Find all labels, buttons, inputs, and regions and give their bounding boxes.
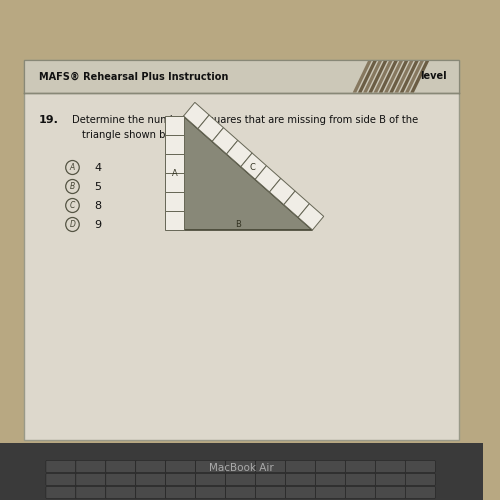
FancyBboxPatch shape	[196, 474, 226, 486]
FancyBboxPatch shape	[286, 474, 316, 486]
Polygon shape	[384, 60, 404, 92]
Text: C: C	[250, 164, 256, 172]
Polygon shape	[241, 153, 266, 180]
Text: A: A	[172, 168, 177, 177]
FancyBboxPatch shape	[346, 460, 376, 472]
FancyBboxPatch shape	[406, 486, 436, 498]
Polygon shape	[363, 60, 382, 92]
Polygon shape	[358, 60, 378, 92]
FancyBboxPatch shape	[106, 460, 136, 472]
Polygon shape	[374, 60, 393, 92]
FancyBboxPatch shape	[136, 486, 166, 498]
Bar	[24, 60, 459, 92]
FancyBboxPatch shape	[196, 460, 226, 472]
FancyBboxPatch shape	[256, 474, 286, 486]
Polygon shape	[298, 204, 324, 230]
Polygon shape	[198, 115, 224, 141]
FancyBboxPatch shape	[376, 474, 406, 486]
Bar	[165, 135, 184, 154]
FancyBboxPatch shape	[226, 486, 256, 498]
Text: MAFS® Rehearsal Plus Instruction: MAFS® Rehearsal Plus Instruction	[38, 72, 228, 82]
Polygon shape	[394, 60, 414, 92]
Text: triangle shown below.: triangle shown below.	[82, 130, 191, 140]
FancyBboxPatch shape	[136, 460, 166, 472]
Polygon shape	[368, 60, 388, 92]
Bar	[165, 173, 184, 192]
FancyBboxPatch shape	[76, 474, 106, 486]
FancyBboxPatch shape	[46, 460, 76, 472]
Text: 8: 8	[94, 200, 102, 210]
FancyBboxPatch shape	[346, 474, 376, 486]
Text: 9: 9	[94, 220, 102, 230]
FancyBboxPatch shape	[316, 486, 346, 498]
FancyBboxPatch shape	[376, 460, 406, 472]
FancyBboxPatch shape	[286, 460, 316, 472]
Polygon shape	[410, 60, 430, 92]
Polygon shape	[400, 60, 419, 92]
FancyBboxPatch shape	[346, 486, 376, 498]
FancyBboxPatch shape	[376, 486, 406, 498]
Polygon shape	[184, 102, 209, 128]
Bar	[24, 60, 459, 440]
FancyBboxPatch shape	[226, 460, 256, 472]
Text: C: C	[70, 201, 75, 210]
FancyBboxPatch shape	[256, 486, 286, 498]
FancyBboxPatch shape	[316, 474, 346, 486]
Text: A: A	[70, 163, 75, 172]
FancyBboxPatch shape	[166, 460, 196, 472]
Polygon shape	[212, 128, 238, 154]
Text: 19.: 19.	[38, 115, 58, 125]
Text: Determine the number of squares that are missing from side B of the: Determine the number of squares that are…	[72, 115, 418, 125]
FancyBboxPatch shape	[166, 486, 196, 498]
Text: B: B	[235, 220, 240, 229]
Polygon shape	[184, 116, 312, 230]
Text: 4: 4	[94, 162, 102, 172]
Polygon shape	[390, 60, 408, 92]
FancyBboxPatch shape	[316, 460, 346, 472]
Bar	[165, 116, 184, 135]
FancyBboxPatch shape	[166, 474, 196, 486]
FancyBboxPatch shape	[76, 486, 106, 498]
FancyBboxPatch shape	[256, 460, 286, 472]
Text: B: B	[70, 182, 75, 191]
FancyBboxPatch shape	[226, 474, 256, 486]
Text: level: level	[420, 72, 447, 82]
FancyBboxPatch shape	[46, 474, 76, 486]
FancyBboxPatch shape	[406, 460, 436, 472]
Polygon shape	[255, 166, 281, 192]
Text: 5: 5	[94, 182, 101, 192]
Bar	[0, 442, 483, 500]
Polygon shape	[284, 191, 310, 218]
FancyBboxPatch shape	[406, 474, 436, 486]
Bar	[165, 192, 184, 211]
Polygon shape	[352, 60, 372, 92]
Text: MacBook Air: MacBook Air	[209, 464, 274, 473]
FancyBboxPatch shape	[196, 486, 226, 498]
Polygon shape	[405, 60, 424, 92]
Polygon shape	[270, 178, 295, 204]
FancyBboxPatch shape	[46, 486, 76, 498]
FancyBboxPatch shape	[76, 460, 106, 472]
Bar	[24, 60, 459, 92]
FancyBboxPatch shape	[106, 486, 136, 498]
FancyBboxPatch shape	[286, 486, 316, 498]
Polygon shape	[226, 140, 252, 166]
Polygon shape	[379, 60, 398, 92]
Bar	[165, 154, 184, 173]
Text: D: D	[70, 220, 75, 229]
Bar	[165, 211, 184, 230]
FancyBboxPatch shape	[106, 474, 136, 486]
FancyBboxPatch shape	[136, 474, 166, 486]
